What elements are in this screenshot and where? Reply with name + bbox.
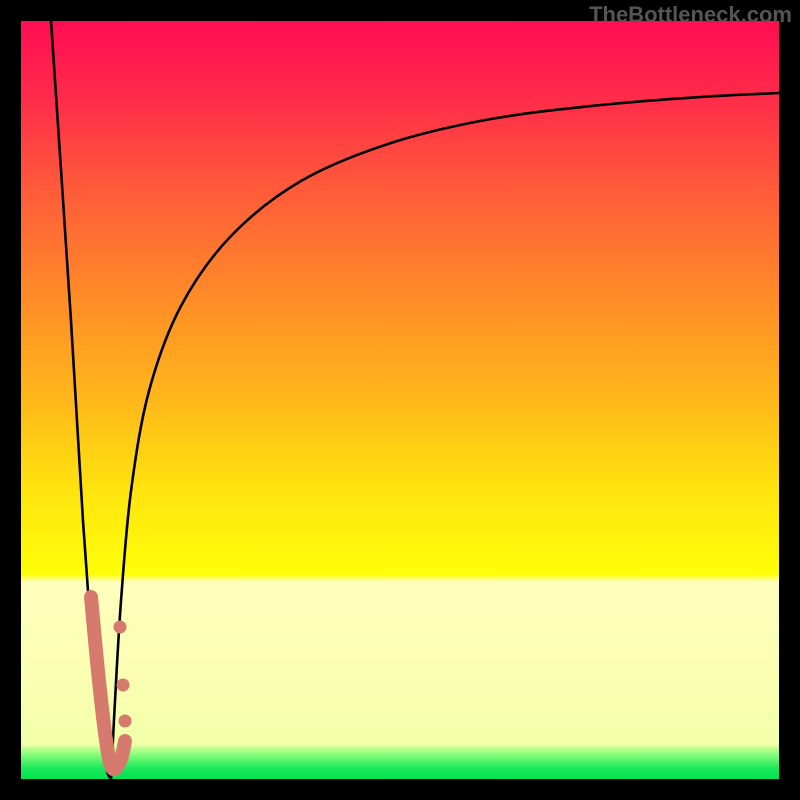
- valley-dot: [114, 621, 127, 634]
- chart-frame: TheBottleneck.com: [0, 0, 800, 800]
- plot-background: [21, 21, 779, 779]
- valley-dot: [119, 715, 132, 728]
- watermark-text: TheBottleneck.com: [589, 2, 792, 28]
- valley-dot: [117, 679, 130, 692]
- plot-area: [21, 21, 779, 779]
- plot-svg: [21, 21, 779, 779]
